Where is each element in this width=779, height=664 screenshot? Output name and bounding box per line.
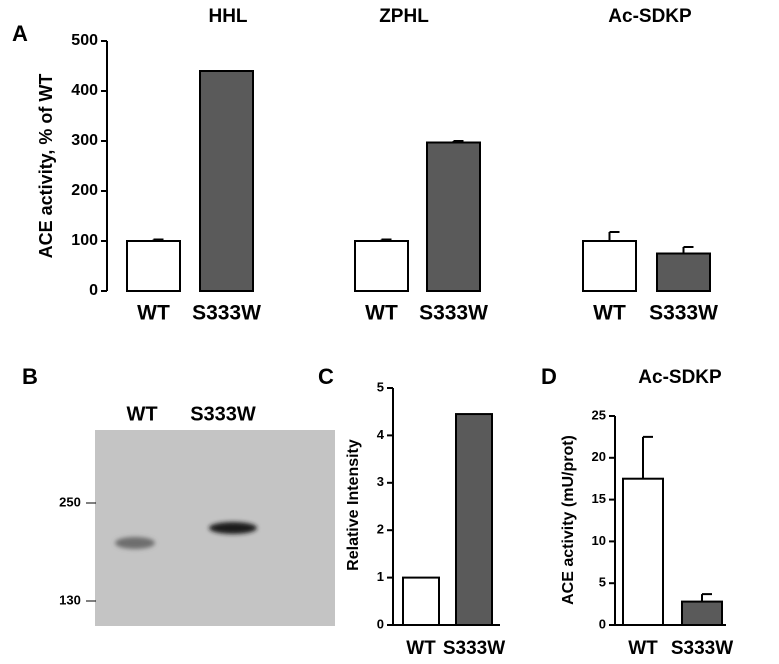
error-bar: [608, 231, 620, 241]
y-axis-label: ACE activity, % of WT: [36, 74, 56, 259]
x-tick-label: WT: [628, 638, 658, 659]
bar: [199, 70, 254, 292]
bar: [126, 240, 181, 292]
panel-label: A: [12, 21, 28, 46]
marker-label: 250: [59, 494, 81, 509]
marker-label: 130: [59, 592, 81, 607]
group-title: HHL: [208, 6, 247, 27]
x-tick-label: S333W: [649, 302, 718, 325]
y-tick-label: 3: [377, 474, 384, 489]
panel-label: C: [318, 364, 334, 389]
y-tick-label: 200: [71, 182, 98, 199]
y-tick-label: 15: [592, 491, 606, 506]
bar: [402, 576, 440, 626]
y-tick-label: 2: [377, 522, 384, 537]
x-tick-label: S333W: [443, 638, 505, 659]
bar: [656, 252, 711, 292]
y-tick-label: 5: [377, 379, 384, 394]
bar: [622, 477, 664, 627]
y-tick-label: 10: [592, 533, 606, 548]
y-tick-label: 100: [71, 232, 98, 249]
y-tick-label: 20: [592, 449, 606, 464]
bar: [426, 141, 481, 292]
y-tick-label: 500: [71, 32, 98, 49]
blot-panel: B WT S333W 250 130: [22, 364, 335, 626]
error-bar: [682, 246, 694, 254]
group-title: Ac-SDKP: [608, 6, 692, 27]
y-axis-label: ACE activity (mU/prot): [560, 435, 577, 605]
bar: [681, 600, 723, 626]
y-tick-label: 4: [377, 427, 385, 442]
bar: [582, 240, 637, 292]
x-tick-label: S333W: [419, 302, 488, 325]
chart-title: Ac-SDKP: [638, 367, 722, 388]
panel-label: D: [541, 364, 557, 389]
y-tick-label: 300: [71, 132, 98, 149]
error-bar: [152, 238, 164, 241]
error-bar: [701, 593, 712, 602]
group-title: ZPHL: [379, 6, 429, 27]
y-axis-label: Relative Intensity: [345, 439, 362, 571]
band: [115, 537, 155, 549]
x-tick-label: WT: [406, 638, 436, 659]
error-bar: [642, 435, 653, 479]
y-tick-label: 1: [377, 569, 384, 584]
band: [209, 522, 257, 534]
bar: [354, 240, 409, 292]
y-tick-label: 0: [377, 616, 384, 631]
panel-label: B: [22, 364, 38, 389]
y-tick-label: 5: [599, 575, 606, 590]
y-tick-label: 0: [89, 282, 98, 299]
bar: [455, 413, 493, 626]
y-tick-label: 0: [599, 616, 606, 631]
x-tick-label: S333W: [671, 638, 733, 659]
x-tick-label: WT: [365, 302, 398, 325]
lane-label: S333W: [190, 403, 256, 425]
error-bar: [380, 238, 392, 241]
y-tick-label: 25: [592, 407, 606, 422]
x-tick-label: WT: [593, 302, 626, 325]
y-tick-label: 400: [71, 82, 98, 99]
x-tick-label: WT: [137, 302, 170, 325]
lane-label: WT: [126, 403, 157, 425]
x-tick-label: S333W: [192, 302, 261, 325]
error-bar: [452, 140, 464, 143]
